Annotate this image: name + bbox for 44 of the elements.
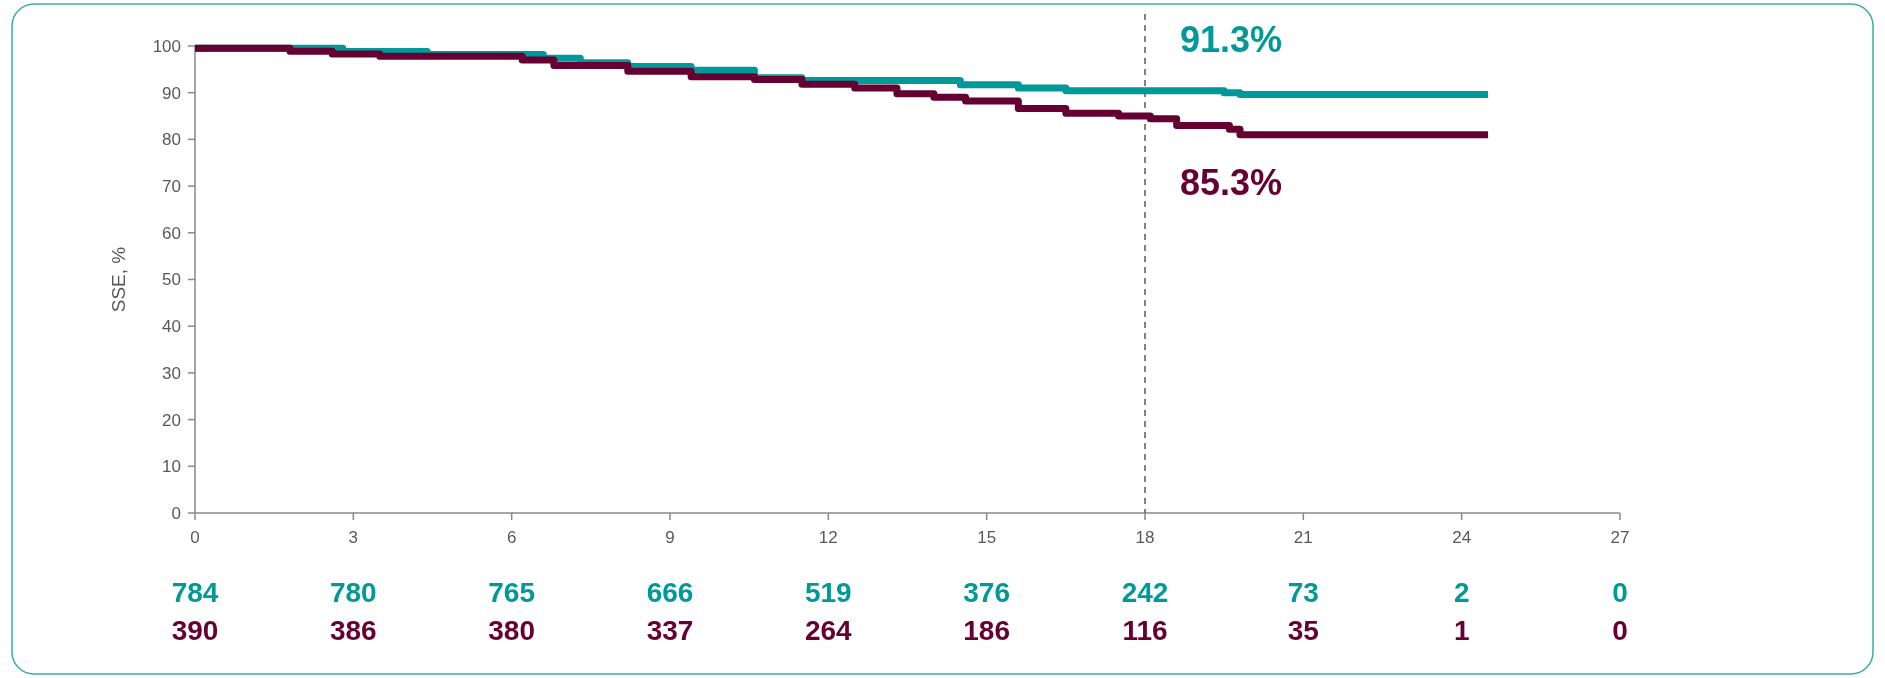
x-tick-label: 24	[1452, 528, 1472, 547]
text: 376	[963, 577, 1011, 608]
text: 73	[1287, 577, 1319, 608]
text: 386	[329, 615, 377, 646]
text: 0	[1612, 577, 1628, 608]
text: 2	[1453, 577, 1470, 608]
x-tick-label: 15	[977, 528, 997, 547]
text: 242	[1121, 577, 1169, 608]
x-tick-label: 18	[1135, 528, 1155, 547]
text: 1	[1453, 615, 1470, 646]
text: 35	[1287, 615, 1319, 646]
y-tick-label: 60	[162, 223, 181, 243]
y-tick-label: 50	[162, 270, 181, 290]
x-tick-label: 0	[190, 528, 200, 547]
annotation: 85.3%	[1180, 161, 1283, 203]
y-tick-label: 70	[162, 177, 181, 197]
text: 666	[646, 577, 694, 608]
x-tick-label: 9	[665, 528, 675, 547]
y-tick-label: 0	[171, 503, 181, 523]
text: 116	[1122, 615, 1168, 646]
x-tick-label: 21	[1293, 528, 1313, 547]
text: 765	[488, 577, 536, 608]
text: 0	[1612, 615, 1628, 646]
y-tick-label: 30	[162, 363, 181, 383]
y-tick-label: 40	[162, 317, 181, 337]
x-tick-label: 3	[348, 528, 359, 547]
text: 264	[804, 615, 853, 646]
y-axis-title: SSE, %	[108, 246, 129, 313]
text: 784	[171, 577, 219, 608]
y-tick-label: 80	[162, 130, 181, 150]
text: 186	[963, 615, 1011, 646]
x-tick-label: 27	[1610, 528, 1630, 547]
y-tick-label: 100	[152, 36, 181, 56]
text: 380	[488, 615, 536, 646]
text: 780	[329, 577, 377, 608]
y-tick-label: 10	[162, 457, 181, 477]
y-tick-label: 90	[162, 83, 181, 103]
x-tick-label: 6	[506, 528, 517, 547]
x-tick-label: 12	[818, 528, 838, 547]
annotation: 91.3%	[1180, 18, 1283, 60]
text: 390	[171, 615, 219, 646]
text: 519	[804, 577, 852, 608]
text: 337	[646, 615, 694, 646]
y-tick-label: 20	[162, 410, 181, 430]
